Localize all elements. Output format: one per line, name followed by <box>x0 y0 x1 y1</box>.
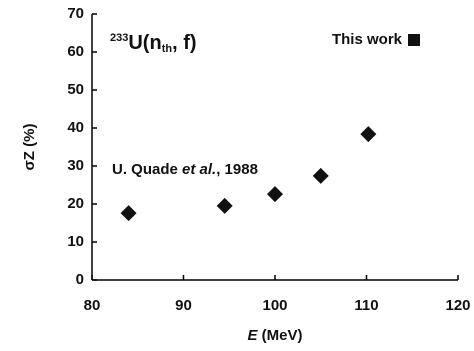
y-tick-label: 0 <box>76 271 84 288</box>
y-tick-label: 30 <box>67 157 84 174</box>
title-mass: 233 <box>110 32 128 44</box>
title-end: , f) <box>172 32 196 54</box>
annotation-part: et al. <box>182 161 216 178</box>
annotation: U. Quade et al., 1988 <box>112 161 258 178</box>
annotation-part: , 1988 <box>216 161 258 178</box>
data-point <box>216 197 233 214</box>
annotation-part: U. Quade <box>112 161 182 178</box>
y-tick-label: 40 <box>67 119 84 136</box>
x-tick-label: 110 <box>354 297 378 314</box>
y-tick-label: 60 <box>67 43 84 60</box>
x-label-part: (MeV) <box>258 327 303 344</box>
title-text: U(n <box>128 32 161 54</box>
legend-marker <box>408 34 420 46</box>
data-point <box>267 186 283 203</box>
data-point <box>360 126 377 143</box>
legend-label: This work <box>332 31 403 48</box>
x-tick-label: 90 <box>175 297 192 314</box>
y-tick-label: 50 <box>67 81 84 98</box>
chart-title: 233U(nth, f) <box>110 32 197 55</box>
title-sub: th <box>162 43 173 55</box>
x-tick-label: 120 <box>445 297 470 314</box>
x-tick-label: 100 <box>262 297 287 314</box>
y-axis-label: σZ (%) <box>21 124 38 171</box>
y-tick-label: 20 <box>67 195 84 212</box>
data-point <box>120 205 137 222</box>
y-tick-label: 10 <box>67 233 84 250</box>
x-axis-label: E (MeV) <box>247 327 302 344</box>
x-label-part: E <box>247 327 258 344</box>
data-point <box>312 167 329 184</box>
x-tick-label: 80 <box>84 297 101 314</box>
y-tick-label: 70 <box>67 5 84 22</box>
